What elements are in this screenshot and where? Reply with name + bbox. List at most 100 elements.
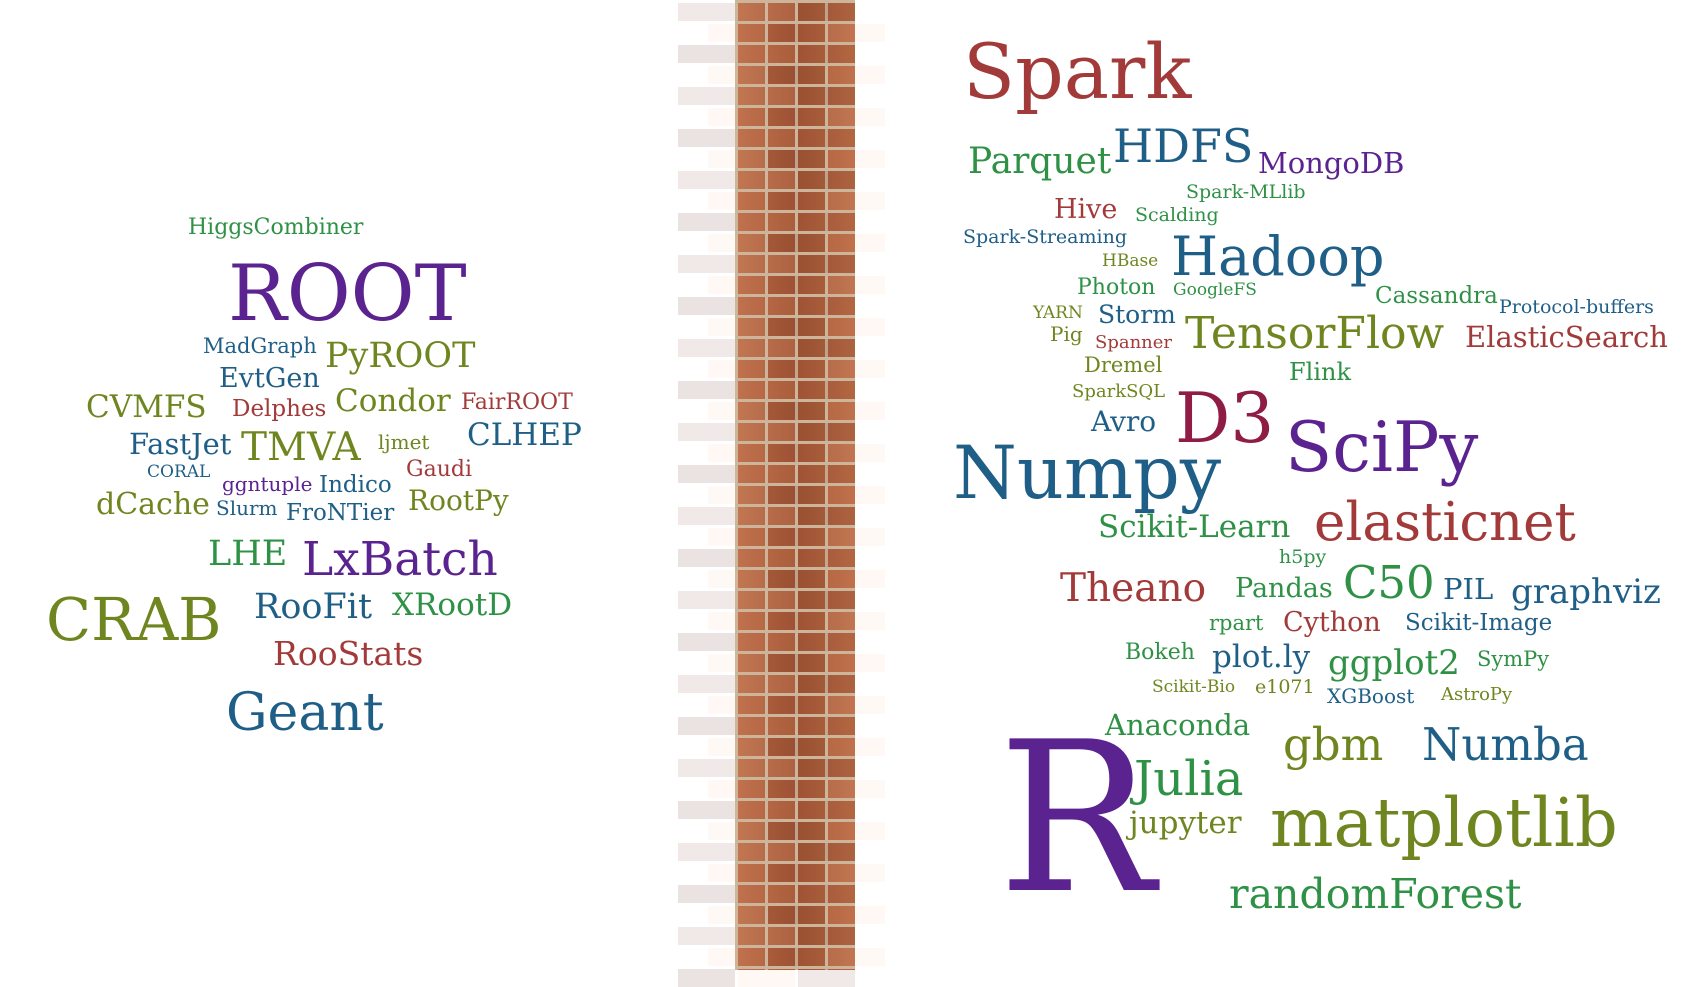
brick <box>678 927 735 945</box>
word-matplotlib: matplotlib <box>1270 784 1618 862</box>
brick <box>828 654 885 672</box>
brick <box>708 906 765 924</box>
brick <box>708 696 765 714</box>
word-slurm: Slurm <box>216 496 278 520</box>
word-spark-mllib: Spark-MLlib <box>1186 181 1306 203</box>
word-gbm: gbm <box>1283 718 1384 771</box>
brick <box>828 24 885 42</box>
brick <box>828 318 885 336</box>
word-dremel: Dremel <box>1084 353 1163 377</box>
brick <box>738 129 795 147</box>
brick <box>828 192 885 210</box>
brick <box>708 612 765 630</box>
word-pyroot: PyROOT <box>325 336 476 376</box>
word-c50: C50 <box>1343 556 1435 609</box>
word-elasticsearch: ElasticSearch <box>1465 320 1668 354</box>
brick <box>768 948 825 966</box>
brick <box>678 885 735 903</box>
word-lhe: LHE <box>208 534 288 574</box>
word-frontier: FroNTier <box>286 500 395 526</box>
brick <box>678 759 735 777</box>
word-gaudi: Gaudi <box>406 457 472 482</box>
word-indico: Indico <box>319 472 392 498</box>
brick <box>798 129 855 147</box>
brick <box>708 360 765 378</box>
brick <box>828 150 885 168</box>
brick <box>768 654 825 672</box>
brick <box>708 276 765 294</box>
brick <box>708 318 765 336</box>
word-scikit-bio: Scikit-Bio <box>1152 677 1236 697</box>
brick <box>828 66 885 84</box>
brick <box>738 465 795 483</box>
word-photon: Photon <box>1077 275 1156 300</box>
brick <box>678 45 735 63</box>
brick <box>828 780 885 798</box>
brick <box>738 843 795 861</box>
word-roofit: RooFit <box>254 587 373 627</box>
word-astropy: AstroPy <box>1441 684 1513 705</box>
word-parquet: Parquet <box>968 141 1112 182</box>
brick <box>678 507 735 525</box>
word-xgboost: XGBoost <box>1327 684 1415 708</box>
word-numba: Numba <box>1422 718 1589 771</box>
brick <box>798 171 855 189</box>
word-lxbatch: LxBatch <box>302 532 498 587</box>
brick <box>708 150 765 168</box>
brick <box>798 969 855 987</box>
brick <box>738 507 795 525</box>
brick <box>768 150 825 168</box>
brick-wall <box>678 0 885 987</box>
brick <box>738 171 795 189</box>
brick <box>768 780 825 798</box>
word-numpy: Numpy <box>953 431 1222 516</box>
brick <box>768 486 825 504</box>
brick <box>798 591 855 609</box>
word-clhep: CLHEP <box>467 417 582 453</box>
word-bokeh: Bokeh <box>1125 640 1195 665</box>
brick <box>708 528 765 546</box>
brick <box>678 87 735 105</box>
brick <box>678 717 735 735</box>
brick <box>738 45 795 63</box>
word-avro: Avro <box>1091 405 1157 438</box>
word-h5py: h5py <box>1279 546 1327 568</box>
word-pandas: Pandas <box>1235 573 1333 604</box>
word-scikit-learn: Scikit-Learn <box>1098 509 1291 545</box>
brick <box>798 255 855 273</box>
word-plot-ly: plot.ly <box>1212 639 1311 675</box>
brick <box>738 717 795 735</box>
brick <box>738 423 795 441</box>
brick <box>768 612 825 630</box>
brick <box>828 360 885 378</box>
word-hdfs: HDFS <box>1113 119 1254 173</box>
word-julia: Julia <box>1134 751 1244 807</box>
brick <box>798 87 855 105</box>
brick <box>708 66 765 84</box>
brick <box>768 822 825 840</box>
brick <box>738 213 795 231</box>
brick <box>768 276 825 294</box>
brick <box>708 24 765 42</box>
brick <box>798 297 855 315</box>
word-d3: D3 <box>1175 379 1275 459</box>
brick <box>768 402 825 420</box>
brick <box>738 381 795 399</box>
brick <box>828 234 885 252</box>
brick <box>678 129 735 147</box>
brick <box>738 633 795 651</box>
brick <box>708 192 765 210</box>
word-cython: Cython <box>1283 607 1381 638</box>
brick <box>828 612 885 630</box>
brick <box>708 864 765 882</box>
word-pig: Pig <box>1050 322 1083 346</box>
brick <box>798 885 855 903</box>
brick <box>768 528 825 546</box>
brick <box>678 843 735 861</box>
brick <box>798 213 855 231</box>
word-rootpy: RootPy <box>408 484 509 517</box>
brick <box>738 927 795 945</box>
word-delphes: Delphes <box>232 396 327 422</box>
word-condor: Condor <box>335 383 451 419</box>
word-hive: Hive <box>1054 194 1118 225</box>
